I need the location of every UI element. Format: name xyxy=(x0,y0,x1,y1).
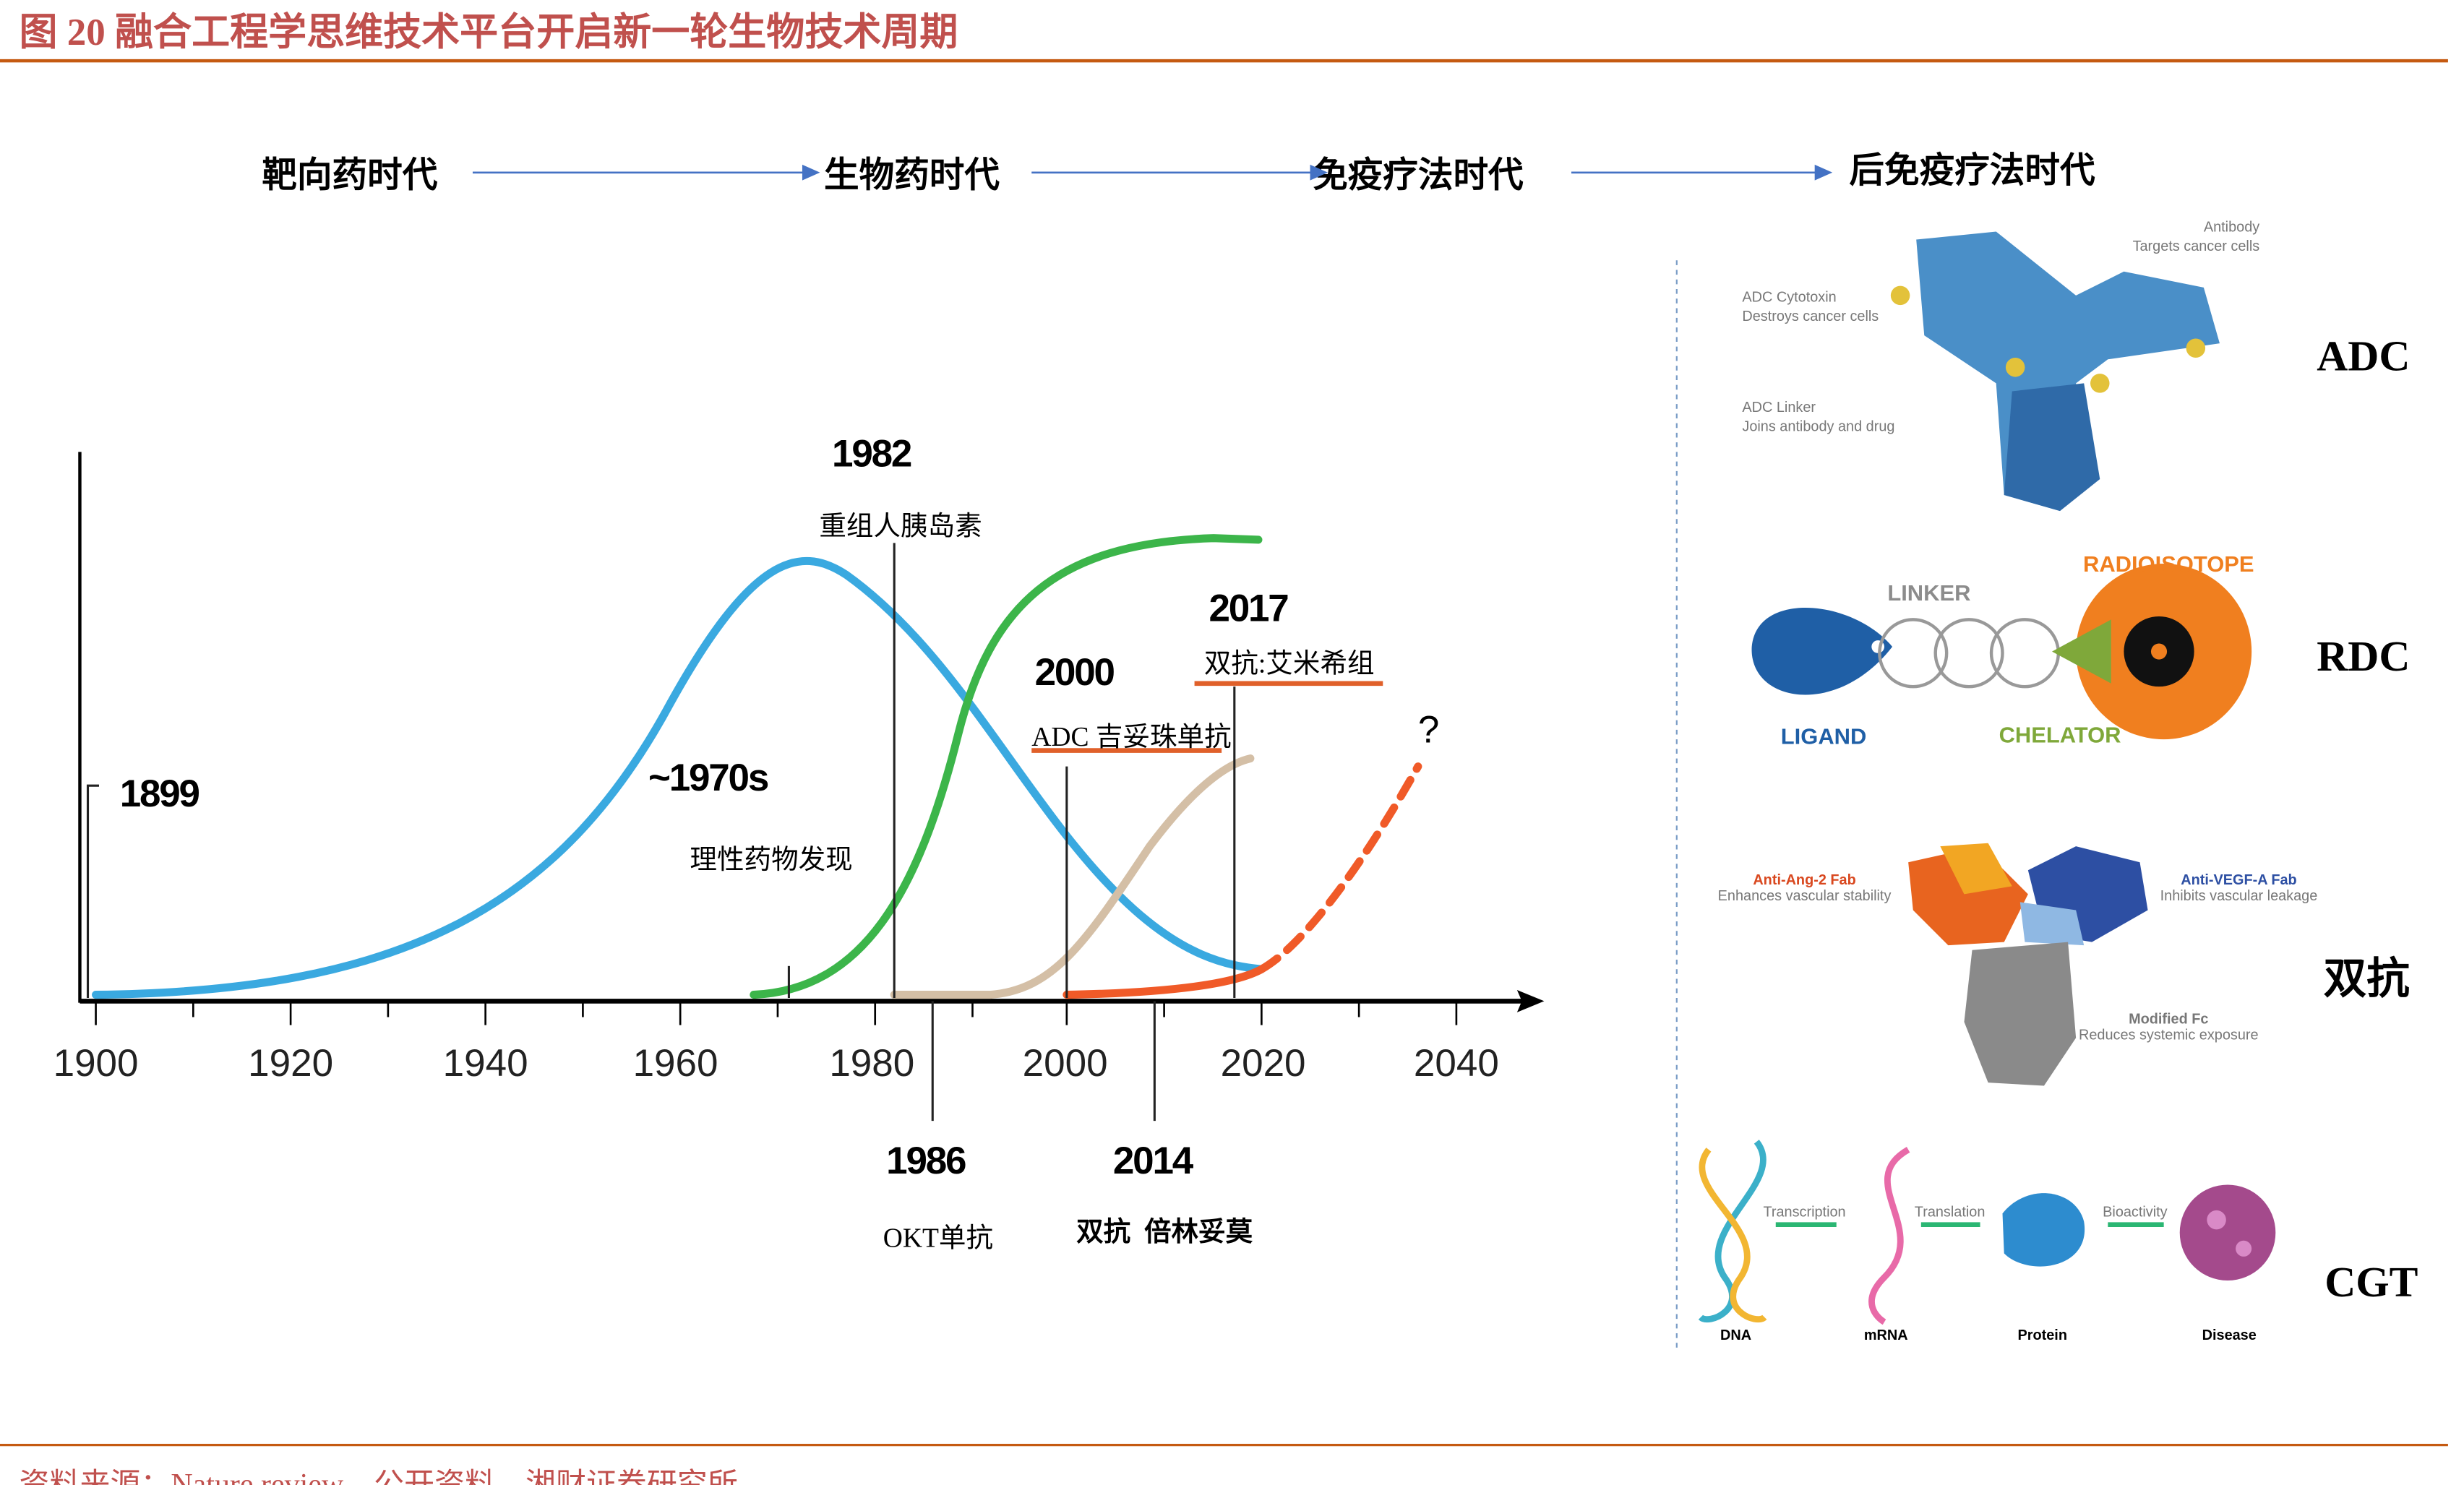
shape xyxy=(1063,965,1266,999)
milestone-label: 双抗 倍林妥莫 xyxy=(1076,1217,1253,1247)
milestone-year: 1986 xyxy=(886,1140,966,1182)
caption: Targets cancer cells xyxy=(2133,238,2260,254)
milestone-year: 1982 xyxy=(832,432,911,475)
caption: LIGAND xyxy=(1781,724,1867,749)
shape xyxy=(2236,1240,2252,1257)
caption: Disease xyxy=(2202,1327,2257,1343)
milestone-label: 重组人胰岛素 xyxy=(819,511,982,541)
source: 资料来源：Nature review、公开资料、湘财证券研究所 xyxy=(20,1468,738,1485)
caption: Destroys cancer cells xyxy=(1742,309,1879,324)
caption: Enhances vascular stability xyxy=(1718,888,1892,904)
caption: Anti-VEGF-A Fab xyxy=(2181,872,2296,888)
axis-label: 1980 xyxy=(829,1042,914,1085)
bispecific-illustration xyxy=(1908,843,2148,1086)
curves xyxy=(92,534,1422,999)
future-mark: ? xyxy=(1418,709,1440,752)
caption: Reduces systemic exposure xyxy=(2079,1027,2259,1043)
adc-illustration xyxy=(1890,231,2220,512)
cgt-illustration xyxy=(1698,1140,2276,1325)
shape xyxy=(95,1001,1458,1025)
shape xyxy=(802,164,820,181)
shape xyxy=(1751,608,1893,695)
milestone-year: 2017 xyxy=(1209,587,1288,630)
axes xyxy=(78,452,1545,1025)
caption: CHELATOR xyxy=(1999,723,2121,748)
shape xyxy=(1878,618,1949,689)
shape xyxy=(1699,1148,1767,1323)
era-arrows xyxy=(472,164,1833,181)
caption: Antibody xyxy=(2204,220,2259,236)
shape xyxy=(2005,358,2025,377)
caption: LINKER xyxy=(1887,580,1970,606)
shape xyxy=(2002,1193,2085,1267)
shape xyxy=(86,784,99,998)
axis-label: 2040 xyxy=(1414,1042,1499,1085)
shape xyxy=(1310,164,1328,181)
caption: ADC Cytotoxin xyxy=(1742,290,1836,306)
caption: ADC Linker xyxy=(1742,400,1816,416)
caption: Inhibits vascular leakage xyxy=(2160,888,2318,904)
shape xyxy=(890,754,1255,999)
title: 图 20 融合工程学思维技术平台开启新一轮生物技术周期 xyxy=(20,11,958,53)
axis-label: 2020 xyxy=(1221,1042,1306,1085)
shape xyxy=(1814,164,1833,181)
shape xyxy=(2150,643,2168,660)
axis-label: 1920 xyxy=(248,1042,333,1085)
era: 免疫疗法时代 xyxy=(1313,156,1524,195)
milestone-year: ~1970s xyxy=(648,757,768,799)
shape xyxy=(1933,618,2004,689)
era: 靶向药时代 xyxy=(262,156,437,195)
shape xyxy=(1257,762,1422,973)
caption: DNA xyxy=(1720,1327,1751,1343)
milestone-label: OKT单抗 xyxy=(883,1223,993,1254)
panel-label: 双抗 xyxy=(2324,955,2410,1002)
axis-label: 1960 xyxy=(633,1042,718,1085)
shape xyxy=(2207,1210,2226,1230)
axis-label: 1900 xyxy=(53,1042,139,1085)
shape xyxy=(1868,1147,1910,1325)
shape xyxy=(750,534,1263,999)
panel-label: ADC xyxy=(2317,332,2410,380)
axis-label: 1940 xyxy=(443,1042,528,1085)
caption: Transcription xyxy=(1763,1205,1845,1221)
caption: Anti-Ang-2 Fab xyxy=(1753,872,1855,888)
caption: Translation xyxy=(1915,1205,1986,1221)
axis-label: 2000 xyxy=(1023,1042,1108,1085)
caption: Bioactivity xyxy=(2103,1205,2168,1221)
caption: mRNA xyxy=(1864,1327,1908,1343)
shape xyxy=(1878,618,2061,689)
shape xyxy=(2186,338,2206,358)
milestone-year: 2014 xyxy=(1113,1140,1194,1182)
milestone-lines xyxy=(86,543,1236,1122)
shape xyxy=(1698,1140,1767,1323)
panel-label: CGT xyxy=(2325,1258,2418,1306)
shape: 1900 1920 1940 1960 1980 2000 2020 2040 xyxy=(53,1042,1499,1085)
shape xyxy=(2179,1184,2276,1281)
milestone-year: 1899 xyxy=(120,772,199,815)
milestone-label: ADC 吉妥珠单抗 xyxy=(1031,722,1231,752)
rdc-illustration xyxy=(1751,564,2252,740)
shape xyxy=(1964,942,2077,1086)
shape xyxy=(2019,902,2085,946)
panel-label: RDC xyxy=(2317,632,2410,680)
caption: Joins antibody and drug xyxy=(1742,419,1894,435)
milestone-label: 理性药物发现 xyxy=(690,845,852,875)
era: 生物药时代 xyxy=(824,156,1000,195)
caption: Protein xyxy=(2018,1327,2067,1343)
caption: RADIOISOTOPE xyxy=(2083,551,2254,577)
shape xyxy=(2090,374,2110,393)
shape xyxy=(1516,989,1545,1012)
shape xyxy=(1940,843,2012,895)
shape xyxy=(1890,285,1910,306)
milestone-year: 2000 xyxy=(1035,651,1115,694)
milestone-label: 双抗:艾米希组 xyxy=(1204,648,1375,679)
shape xyxy=(2051,619,2111,684)
caption: Modified Fc xyxy=(2129,1011,2208,1027)
shape xyxy=(2004,383,2100,512)
shape xyxy=(1916,231,2220,512)
era: 后免疫疗法时代 xyxy=(1849,151,2095,190)
